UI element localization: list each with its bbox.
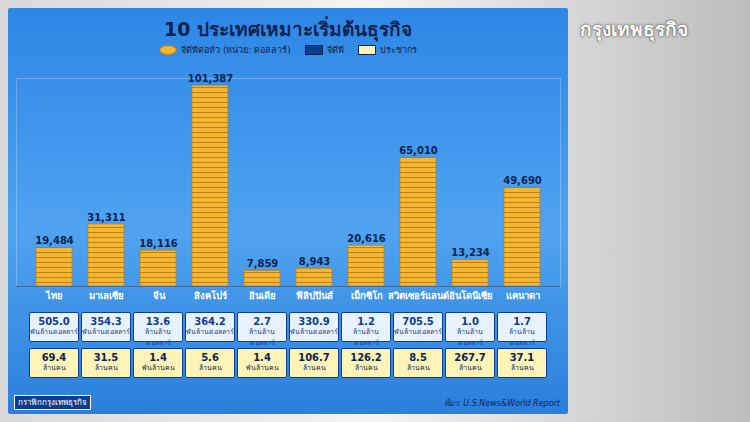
html-text:267.7: 267.7 [454, 352, 486, 363]
svg-text:ไทย: ไทย [45, 290, 63, 301]
svg-text:101,387: 101,387 [188, 73, 234, 84]
svg-text:19,484: 19,484 [35, 235, 74, 246]
html-text:13.6: 13.6 [145, 316, 171, 327]
html-text:ล้านล้านดอลลาร์: ล้านล้านดอลลาร์ [509, 328, 535, 347]
html-text:ล้านคน: ล้านคน [302, 364, 326, 372]
html-text:พันล้านดอลลาร์: พันล้านดอลลาร์ [394, 328, 442, 336]
html-text:1.7: 1.7 [513, 316, 531, 327]
html-text:ล้านคน: ล้านคน [458, 364, 482, 372]
html-text:354.3: 354.3 [90, 316, 122, 327]
html-text:กราฟิกกรุงเทพธุรกิจ: กราฟิกกรุงเทพธุรกิจ [18, 398, 87, 407]
svg-text:ฟิลิปปินส์: ฟิลิปปินส์ [296, 290, 333, 301]
svg-text:65,010: 65,010 [399, 145, 438, 156]
html-text:ล้านคน: ล้านคน [510, 364, 534, 372]
svg-text:อินเดีย: อินเดีย [249, 290, 276, 301]
html-text:ที่มา: U.S.News&World Report: ที่มา: U.S.News&World Report [444, 399, 560, 408]
html-text:ล้านคน: ล้านคน [42, 364, 66, 372]
svg-text:18,116: 18,116 [139, 238, 178, 249]
html-text:1.0: 1.0 [461, 316, 479, 327]
html-text:ล้านคน: ล้านคน [198, 364, 222, 372]
html-text:505.0: 505.0 [38, 316, 70, 327]
html-text:37.1: 37.1 [509, 352, 535, 363]
svg-text:สวิตเซอร์แลนด์: สวิตเซอร์แลนด์ [388, 290, 449, 301]
html-text:พันล้านคน: พันล้านคน [141, 364, 175, 372]
svg-text:แคนาดา: แคนาดา [506, 290, 540, 301]
html-text:กรุงเทพธุรกิจ: กรุงเทพธุรกิจ [580, 18, 688, 40]
svg-text:สิงคโปร์: สิงคโปร์ [194, 290, 228, 301]
svg-text:13,234: 13,234 [451, 247, 490, 258]
svg-text:31,311: 31,311 [87, 212, 126, 223]
html-text:106.7: 106.7 [298, 352, 330, 363]
html-text:8.5: 8.5 [409, 352, 427, 363]
html-text:พันล้านดอลลาร์: พันล้านดอลลาร์ [290, 328, 338, 336]
html-text:ล้านล้านดอลลาร์: ล้านล้านดอลลาร์ [145, 328, 171, 347]
html-text:31.5: 31.5 [93, 352, 119, 363]
html-text:จีดีพี: จีดีพี [326, 45, 344, 55]
html-text:พันล้านคน: พันล้านคน [245, 364, 279, 372]
html-text:1.2: 1.2 [357, 316, 375, 327]
html-text:126.2: 126.2 [350, 352, 382, 363]
html-text:ประชากร: ประชากร [379, 45, 417, 55]
html-text:330.9: 330.9 [298, 316, 330, 327]
html-text:ล้านคน: ล้านคน [406, 364, 430, 372]
html-text:10 ประเทศเหมาะเริ่มต้นธุรกิจ: 10 ประเทศเหมาะเริ่มต้นธุรกิจ [164, 18, 412, 40]
html-text:พันล้านดอลลาร์: พันล้านดอลลาร์ [82, 328, 130, 336]
html-text:1.4: 1.4 [253, 352, 271, 363]
svg-text:49,690: 49,690 [503, 175, 542, 186]
html-text:ล้านล้านดอลลาร์: ล้านล้านดอลลาร์ [249, 328, 275, 347]
html-text:ล้านคน: ล้านคน [94, 364, 118, 372]
svg-text:20,616: 20,616 [347, 233, 386, 244]
svg-text:7,859: 7,859 [247, 258, 279, 269]
svg-text:มาเลเซีย: มาเลเซีย [89, 290, 124, 301]
html-text:1.4: 1.4 [149, 352, 167, 363]
svg-text:อินโดนีเซีย: อินโดนีเซีย [449, 290, 493, 301]
html-text:จีดีพีต่อหัว (หน่วย: ดอลลาร์): จีดีพีต่อหัว (หน่วย: ดอลลาร์) [181, 45, 291, 55]
html-text:2.7: 2.7 [253, 316, 271, 327]
html-text:5.6: 5.6 [201, 352, 219, 363]
svg-text:8,943: 8,943 [299, 256, 331, 267]
html-text:69.4: 69.4 [41, 352, 67, 363]
html-text:พันล้านดอลลาร์: พันล้านดอลลาร์ [186, 328, 234, 336]
html-text:ล้านล้านดอลลาร์: ล้านล้านดอลลาร์ [457, 328, 483, 347]
svg-text:จีน: จีน [153, 290, 166, 301]
html-text:ล้านล้านดอลลาร์: ล้านล้านดอลลาร์ [353, 328, 379, 347]
html-text:705.5: 705.5 [402, 316, 434, 327]
html-text:364.2: 364.2 [194, 316, 226, 327]
html-text:พันล้านดอลลาร์: พันล้านดอลลาร์ [30, 328, 78, 336]
svg-text:เม็กซิโก: เม็กซิโก [351, 289, 383, 301]
html-text:ล้านคน: ล้านคน [354, 364, 378, 372]
